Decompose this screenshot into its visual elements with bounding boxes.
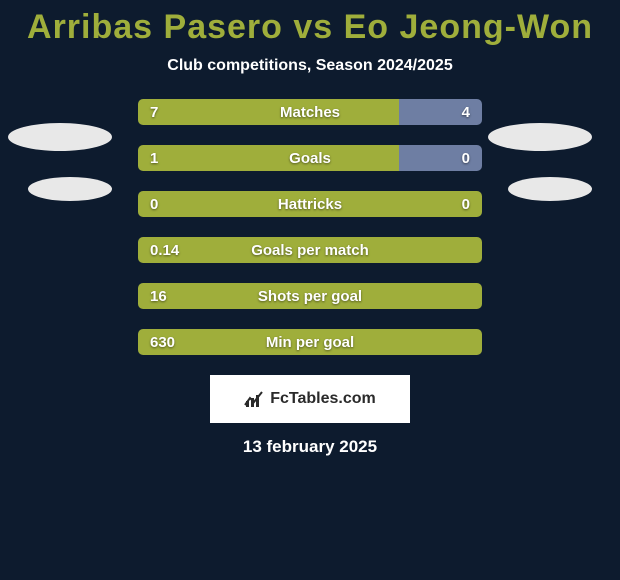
stat-value-left: 630 (150, 329, 175, 355)
stat-row: Min per goal630 (138, 329, 482, 355)
logo-box: FcTables.com (210, 375, 410, 423)
stat-value-left: 0 (150, 191, 158, 217)
stat-row: Matches7 4 (138, 99, 482, 125)
stat-bars: Matches74Goals10Hattricks00Goals per mat… (138, 99, 482, 355)
comparison-subtitle: Club competitions, Season 2024/2025 (0, 57, 620, 75)
stat-row: Goals per match0.14 (138, 237, 482, 263)
stat-label: Min per goal (138, 329, 482, 355)
stat-row: Hattricks0 0 (138, 191, 482, 217)
logo-text: FcTables.com (270, 390, 376, 408)
right-player-ellipse (508, 177, 592, 201)
stat-value-right: 4 (462, 99, 470, 125)
comparison-title: Arribas Pasero vs Eo Jeong-Won (0, 0, 620, 47)
chart-icon (244, 389, 264, 409)
stat-value-left: 7 (150, 99, 158, 125)
stat-label: Goals (138, 145, 482, 171)
stat-row: Goals1 0 (138, 145, 482, 171)
stat-value-right: 0 (462, 191, 470, 217)
left-player-ellipse (28, 177, 112, 201)
stat-label: Matches (138, 99, 482, 125)
snapshot-date: 13 february 2025 (0, 437, 620, 457)
stat-label: Goals per match (138, 237, 482, 263)
stat-label: Hattricks (138, 191, 482, 217)
chart-area: Matches74Goals10Hattricks00Goals per mat… (0, 99, 620, 355)
right-player-ellipse (488, 123, 592, 151)
stat-label: Shots per goal (138, 283, 482, 309)
stat-value-left: 0.14 (150, 237, 179, 263)
stat-value-left: 1 (150, 145, 158, 171)
stat-value-left: 16 (150, 283, 167, 309)
left-player-ellipse (8, 123, 112, 151)
stat-row: Shots per goal16 (138, 283, 482, 309)
stat-value-right: 0 (462, 145, 470, 171)
